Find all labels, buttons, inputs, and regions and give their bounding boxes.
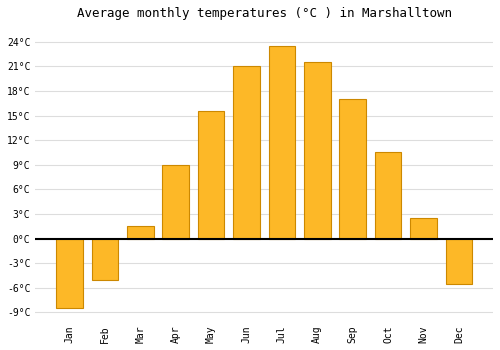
Bar <box>56 239 82 308</box>
Title: Average monthly temperatures (°C ) in Marshalltown: Average monthly temperatures (°C ) in Ma… <box>76 7 452 20</box>
Bar <box>375 152 402 239</box>
Bar <box>340 99 366 239</box>
Bar <box>304 62 330 239</box>
Bar <box>233 66 260 239</box>
Bar <box>162 165 189 239</box>
Bar <box>198 111 224 239</box>
Bar <box>268 46 295 239</box>
Bar <box>127 226 154 239</box>
Bar <box>92 239 118 280</box>
Bar <box>446 239 472 284</box>
Bar <box>410 218 437 239</box>
